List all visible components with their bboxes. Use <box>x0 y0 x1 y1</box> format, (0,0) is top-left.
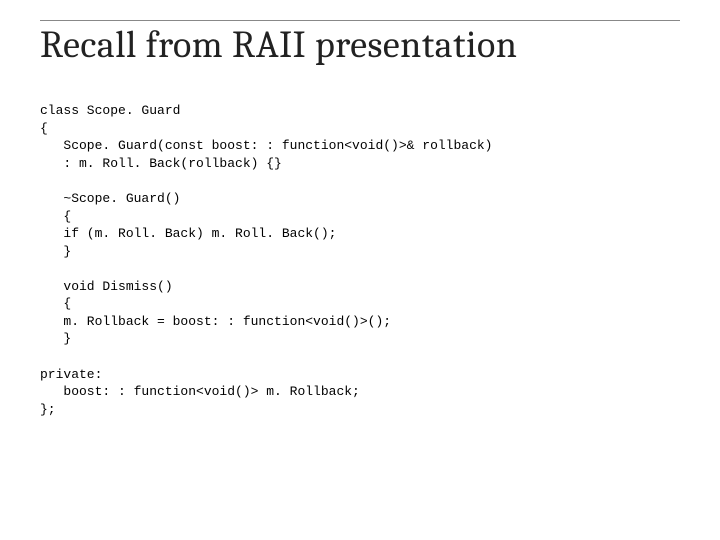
code-line: { <box>40 209 71 224</box>
slide: Recall from RAII presentation class Scop… <box>0 0 720 540</box>
code-line: m. Rollback = boost: : function<void()>(… <box>40 314 391 329</box>
code-line: { <box>40 121 48 136</box>
code-line: Scope. Guard(const boost: : function<voi… <box>40 138 492 153</box>
code-line: } <box>40 331 71 346</box>
code-line: class Scope. Guard <box>40 103 180 118</box>
code-line: } <box>40 244 71 259</box>
code-line: boost: : function<void()> m. Rollback; <box>40 384 360 399</box>
slide-title: Recall from RAII presentation <box>40 25 680 67</box>
code-line: ~Scope. Guard() <box>40 191 180 206</box>
code-block: class Scope. Guard { Scope. Guard(const … <box>40 85 680 436</box>
code-line: private: <box>40 367 102 382</box>
code-line: { <box>40 296 71 311</box>
code-line: void Dismiss() <box>40 279 173 294</box>
title-rule <box>40 20 680 21</box>
code-line: }; <box>40 402 56 417</box>
code-line: : m. Roll. Back(rollback) {} <box>40 156 282 171</box>
code-line: if (m. Roll. Back) m. Roll. Back(); <box>40 226 336 241</box>
